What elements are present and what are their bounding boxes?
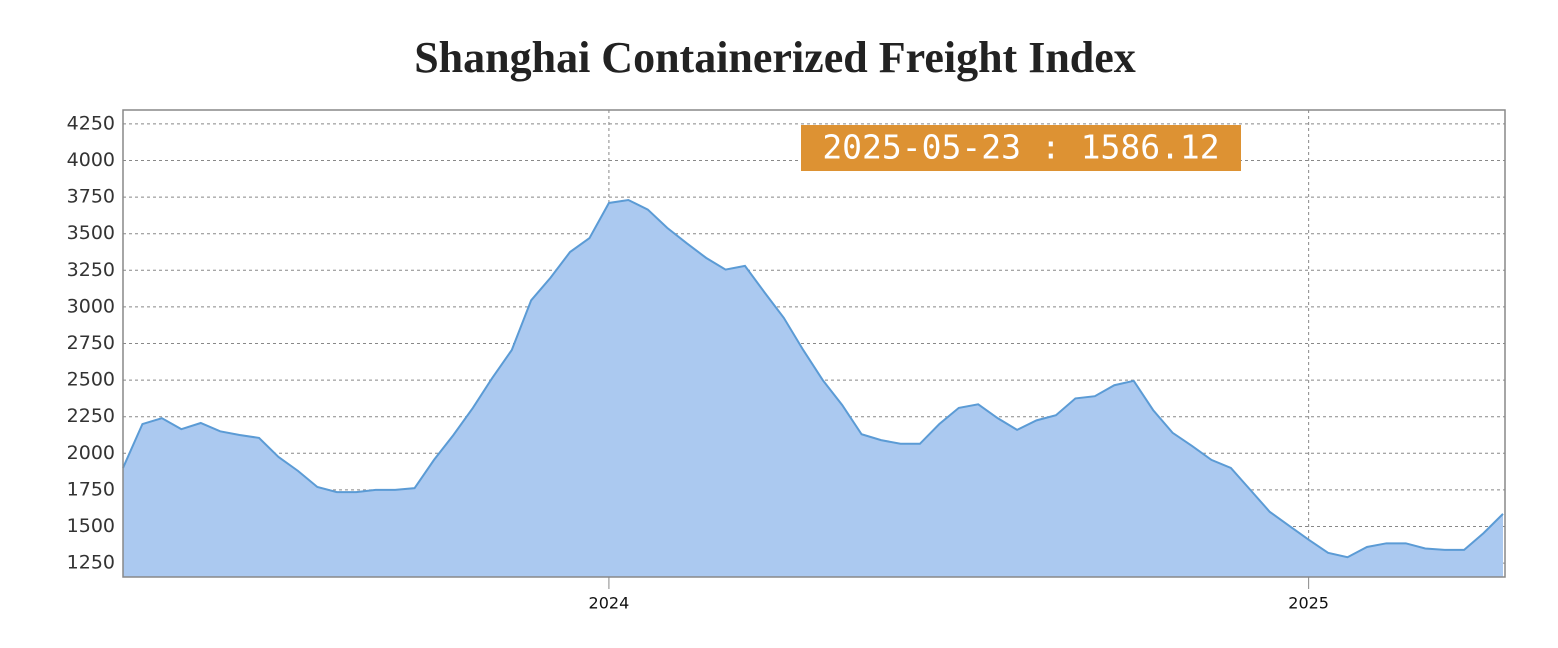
y-tick-label: 3750 (67, 186, 115, 208)
y-tick-label: 1500 (67, 515, 115, 537)
x-tick-label: 2024 (589, 594, 630, 613)
y-tick-label: 1750 (67, 478, 115, 500)
x-tick-label: 2025 (1288, 594, 1329, 613)
y-tick-label: 1250 (67, 552, 115, 574)
y-tick-label: 2250 (67, 405, 115, 427)
annotation: 2025-05-23 : 1586.12 (822, 128, 1219, 167)
y-tick-label: 2750 (67, 332, 115, 354)
y-tick-label: 2500 (67, 369, 115, 391)
annotation-box (801, 125, 1241, 171)
area (123, 200, 1503, 578)
y-tick-label: 3500 (67, 222, 115, 244)
plot-frame (122, 109, 1506, 578)
chart-title: Shanghai Containerized Freight Index (414, 33, 1136, 82)
y-tick-label: 4000 (67, 149, 115, 171)
y-tick-label: 2000 (67, 442, 115, 464)
plot (122, 198, 1504, 578)
y-tick-label: 4250 (67, 112, 115, 134)
y-tick-label: 3250 (67, 259, 115, 281)
y-tick-label: 3000 (67, 295, 115, 317)
line (122, 198, 1504, 559)
